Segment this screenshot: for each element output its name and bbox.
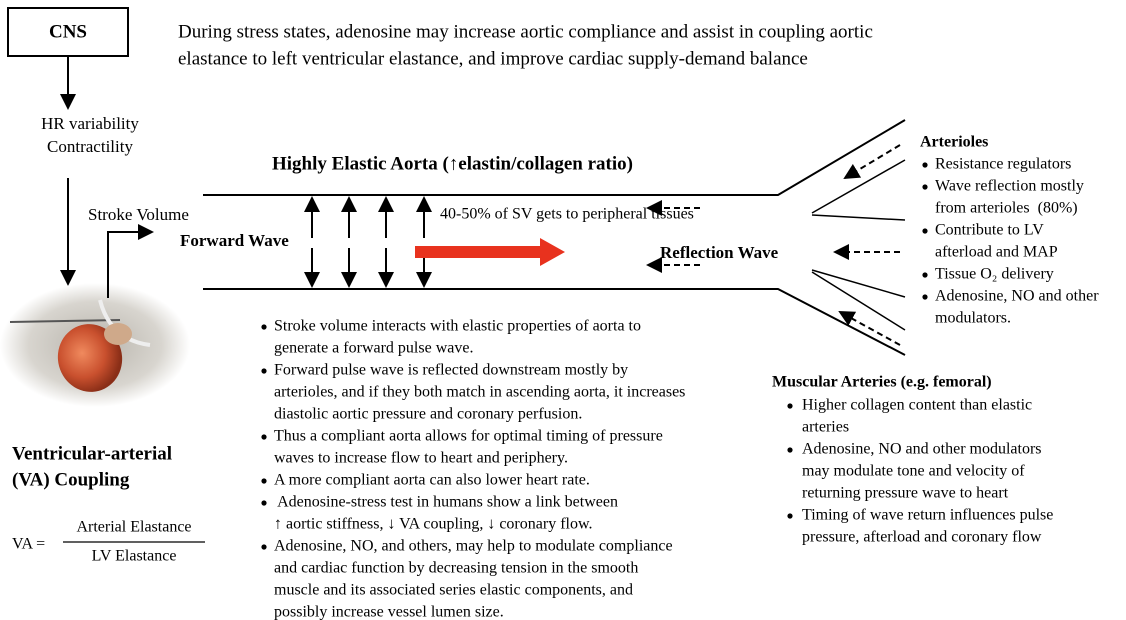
reflection-wave: Reflection Wave [660, 243, 779, 262]
diagram: CNS During stress states, adenosine may … [0, 0, 1126, 620]
cns-output: Contractility [47, 137, 133, 156]
bullet-text: waves to increase flow to heart and peri… [274, 450, 568, 467]
forward-wave: Forward Wave [180, 231, 289, 250]
bullet-text: returning pressure wave to heart [802, 485, 1009, 502]
header-line: During stress states, adenosine may incr… [178, 21, 873, 42]
muscular-title: Muscular Arteries (e.g. femoral) [772, 374, 992, 391]
bullet [261, 478, 266, 483]
bullet-text: muscle and its associated series elastic… [274, 582, 633, 599]
bullet [922, 272, 927, 277]
bullet-text: Adenosine, NO, and others, may help to m… [274, 538, 673, 555]
bullet [261, 544, 266, 549]
bullet [787, 403, 792, 408]
bullet-text: Resistance regulators [935, 156, 1071, 173]
bullet-text: pressure, afterload and coronary flow [802, 529, 1042, 546]
branch [812, 270, 905, 330]
bullet [922, 184, 927, 189]
bullet-text: arteries [802, 419, 849, 436]
bullet [261, 500, 266, 505]
bullet-text: modulators. [935, 310, 1011, 327]
bullet-text: Wave reflection mostly [935, 178, 1084, 195]
bullet [922, 228, 927, 233]
heart-photo [0, 283, 190, 407]
bullet-text: Adenosine, NO and other [935, 288, 1099, 305]
arterioles-title: Arterioles [920, 134, 988, 151]
bullet [922, 162, 927, 167]
bullet-text: A more compliant aorta can also lower he… [274, 472, 590, 489]
bullet-text: arterioles, and if they both match in as… [274, 384, 685, 401]
formula-numerator: Arterial Elastance [76, 519, 191, 536]
bullet-text: Higher collagen content than elastic [802, 397, 1032, 414]
formula-denominator: LV Elastance [92, 548, 177, 565]
cns-label: CNS [49, 21, 87, 42]
bullet [261, 368, 266, 373]
bullet-text: Thus a compliant aorta allows for optima… [274, 428, 663, 445]
wall-arrows [312, 198, 424, 286]
coupling-title: Ventricular-arterial [12, 443, 172, 464]
bullet-text: afterload and MAP [935, 244, 1058, 261]
branch [812, 160, 905, 220]
bullet [922, 294, 927, 299]
flow-arrow [415, 238, 565, 266]
bullet-text: Tissue O₂ delivery [935, 266, 1054, 283]
bullet-text: ↑ aortic stiffness, ↓ VA coupling, ↓ cor… [274, 516, 592, 533]
bullet-text: and cardiac function by decreasing tensi… [274, 560, 638, 577]
bullet-text: Timing of wave return influences pulse [802, 507, 1053, 524]
header-line: elastance to left ventricular elastance,… [178, 48, 808, 69]
bullet-text: Adenosine, NO and other modulators [802, 441, 1042, 458]
formula-lhs: VA = [12, 536, 45, 553]
bullet [261, 434, 266, 439]
aorta-title: Highly Elastic Aorta (↑elastin/collagen … [272, 153, 633, 174]
cns-output: HR variability [41, 114, 139, 133]
bullet [787, 513, 792, 518]
bullet [787, 447, 792, 452]
bullet-text: Forward pulse wave is reflected downstre… [274, 362, 628, 379]
stroke-volume: Stroke Volume [88, 205, 189, 224]
bullet-text: from arterioles (80%) [935, 200, 1078, 217]
bullet-text: generate a forward pulse wave. [274, 340, 473, 357]
bullet-text: Stroke volume interacts with elastic pro… [274, 318, 641, 335]
bullet-text: may modulate tone and velocity of [802, 463, 1025, 480]
bullet [261, 324, 266, 329]
bullet-text: possibly increase vessel lumen size. [274, 604, 504, 620]
bullet-text: Adenosine-stress test in humans show a l… [274, 494, 618, 511]
bullet-text: Contribute to LV [935, 222, 1044, 239]
coupling-title: (VA) Coupling [12, 469, 130, 490]
bullet-text: diastolic aortic pressure and coronary p… [274, 406, 582, 423]
